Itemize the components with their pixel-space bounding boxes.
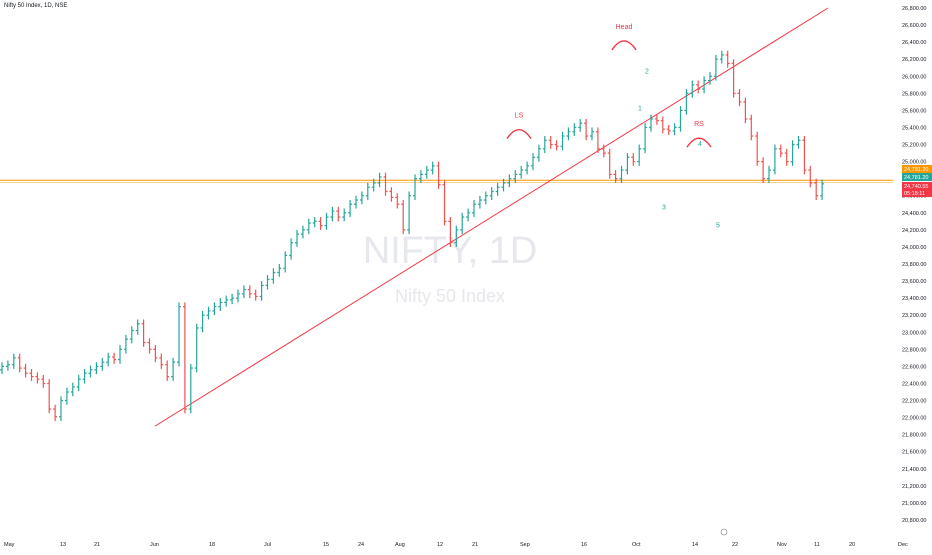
y-tick-label: 22,400.00 [902, 381, 926, 387]
y-tick-label: 25,400.00 [902, 125, 926, 131]
y-tick-label: 25,200.00 [902, 143, 926, 149]
y-tick-label: 22,800.00 [902, 347, 926, 353]
price-badge: 24,740.55 [902, 182, 932, 190]
x-tick-label: 20 [849, 542, 855, 548]
wave-label: 2 [645, 69, 649, 76]
x-tick-label: Sep [520, 542, 530, 548]
wave-label: 3 [662, 204, 666, 211]
y-tick-label: 22,600.00 [902, 364, 926, 370]
chart-symbol-title: Nifty 50 Index, 1D, NSE [4, 3, 68, 9]
y-tick-label: 22,000.00 [902, 416, 926, 422]
price-badge-bg [902, 182, 932, 190]
x-tick-label: 24 [358, 542, 364, 548]
y-tick-label: 24,400.00 [902, 211, 926, 217]
y-tick-label: 23,200.00 [902, 313, 926, 319]
wave-label: 5 [716, 222, 720, 229]
y-tick-label: 26,000.00 [902, 74, 926, 80]
y-tick-label: 26,200.00 [902, 57, 926, 63]
x-tick-label: 16 [581, 542, 587, 548]
price-badge: 24,781.20 [902, 173, 932, 181]
y-tick-label: 21,200.00 [902, 484, 926, 490]
y-tick-label: 23,600.00 [902, 279, 926, 285]
price-badge-bg [902, 173, 932, 181]
wave-label: 1 [638, 105, 642, 112]
price-badge-label: 05:18:11 [904, 191, 925, 197]
y-tick-label: 21,400.00 [902, 467, 926, 473]
x-tick-label: 15 [323, 542, 329, 548]
y-tick-label: 23,400.00 [902, 296, 926, 302]
x-tick-label: 11 [814, 542, 820, 548]
x-tick-label: 12 [437, 542, 443, 548]
price-badge-label: 24,781.20 [904, 175, 928, 181]
x-tick-label: 21 [94, 542, 100, 548]
x-tick-label: 21 [472, 542, 478, 548]
price-badge: 05:18:11 [902, 189, 932, 197]
y-tick-label: 21,800.00 [902, 433, 926, 439]
x-tick-label: 13 [60, 542, 66, 548]
y-tick-label: 26,600.00 [902, 23, 926, 29]
y-tick-label: 26,800.00 [902, 6, 926, 12]
y-tick-label: 22,200.00 [902, 399, 926, 405]
y-tick-label: 24,200.00 [902, 228, 926, 234]
y-tick-label: 23,800.00 [902, 262, 926, 268]
pattern-label: Head [616, 24, 633, 31]
trendline [154, 7, 829, 427]
x-tick-label: 18 [209, 542, 215, 548]
price-badge-bg [902, 165, 932, 173]
y-tick-label: 21,000.00 [902, 501, 926, 507]
x-tick-label: Jun [150, 542, 159, 548]
x-tick-label: Nov [777, 542, 787, 548]
y-tick-label: 26,400.00 [902, 40, 926, 46]
watermark-description: Nifty 50 Index [395, 286, 505, 306]
price-badge-bg [902, 189, 932, 197]
pattern-arc [611, 40, 637, 51]
x-tick-label: Aug [395, 542, 405, 548]
x-tick-label: Dec [898, 542, 908, 548]
price-badge-label: 24,740.55 [904, 184, 928, 190]
pattern-label: RS [694, 121, 704, 128]
y-tick-label: 25,800.00 [902, 91, 926, 97]
event-marker-icon [720, 528, 728, 536]
pattern-arc [686, 137, 712, 148]
price-badge-label: 24,781.20 [904, 167, 928, 173]
y-tick-label: 25,600.00 [902, 108, 926, 114]
pattern-arc [506, 128, 532, 140]
y-tick-label: 20,800.00 [902, 518, 926, 524]
price-badge: 24,781.20 [902, 165, 932, 173]
x-tick-label: May [4, 542, 15, 548]
y-tick-label: 21,600.00 [902, 450, 926, 456]
pattern-label: LS [515, 113, 524, 120]
y-tick-label: 25,000.00 [902, 160, 926, 166]
x-tick-label: 14 [692, 542, 698, 548]
x-tick-label: Oct [632, 542, 641, 548]
x-tick-label: 22 [732, 542, 738, 548]
x-tick-label: Jul [264, 542, 271, 548]
y-tick-label: 23,000.00 [902, 330, 926, 336]
wave-label: 4 [698, 141, 702, 148]
y-tick-label: 24,000.00 [902, 245, 926, 251]
